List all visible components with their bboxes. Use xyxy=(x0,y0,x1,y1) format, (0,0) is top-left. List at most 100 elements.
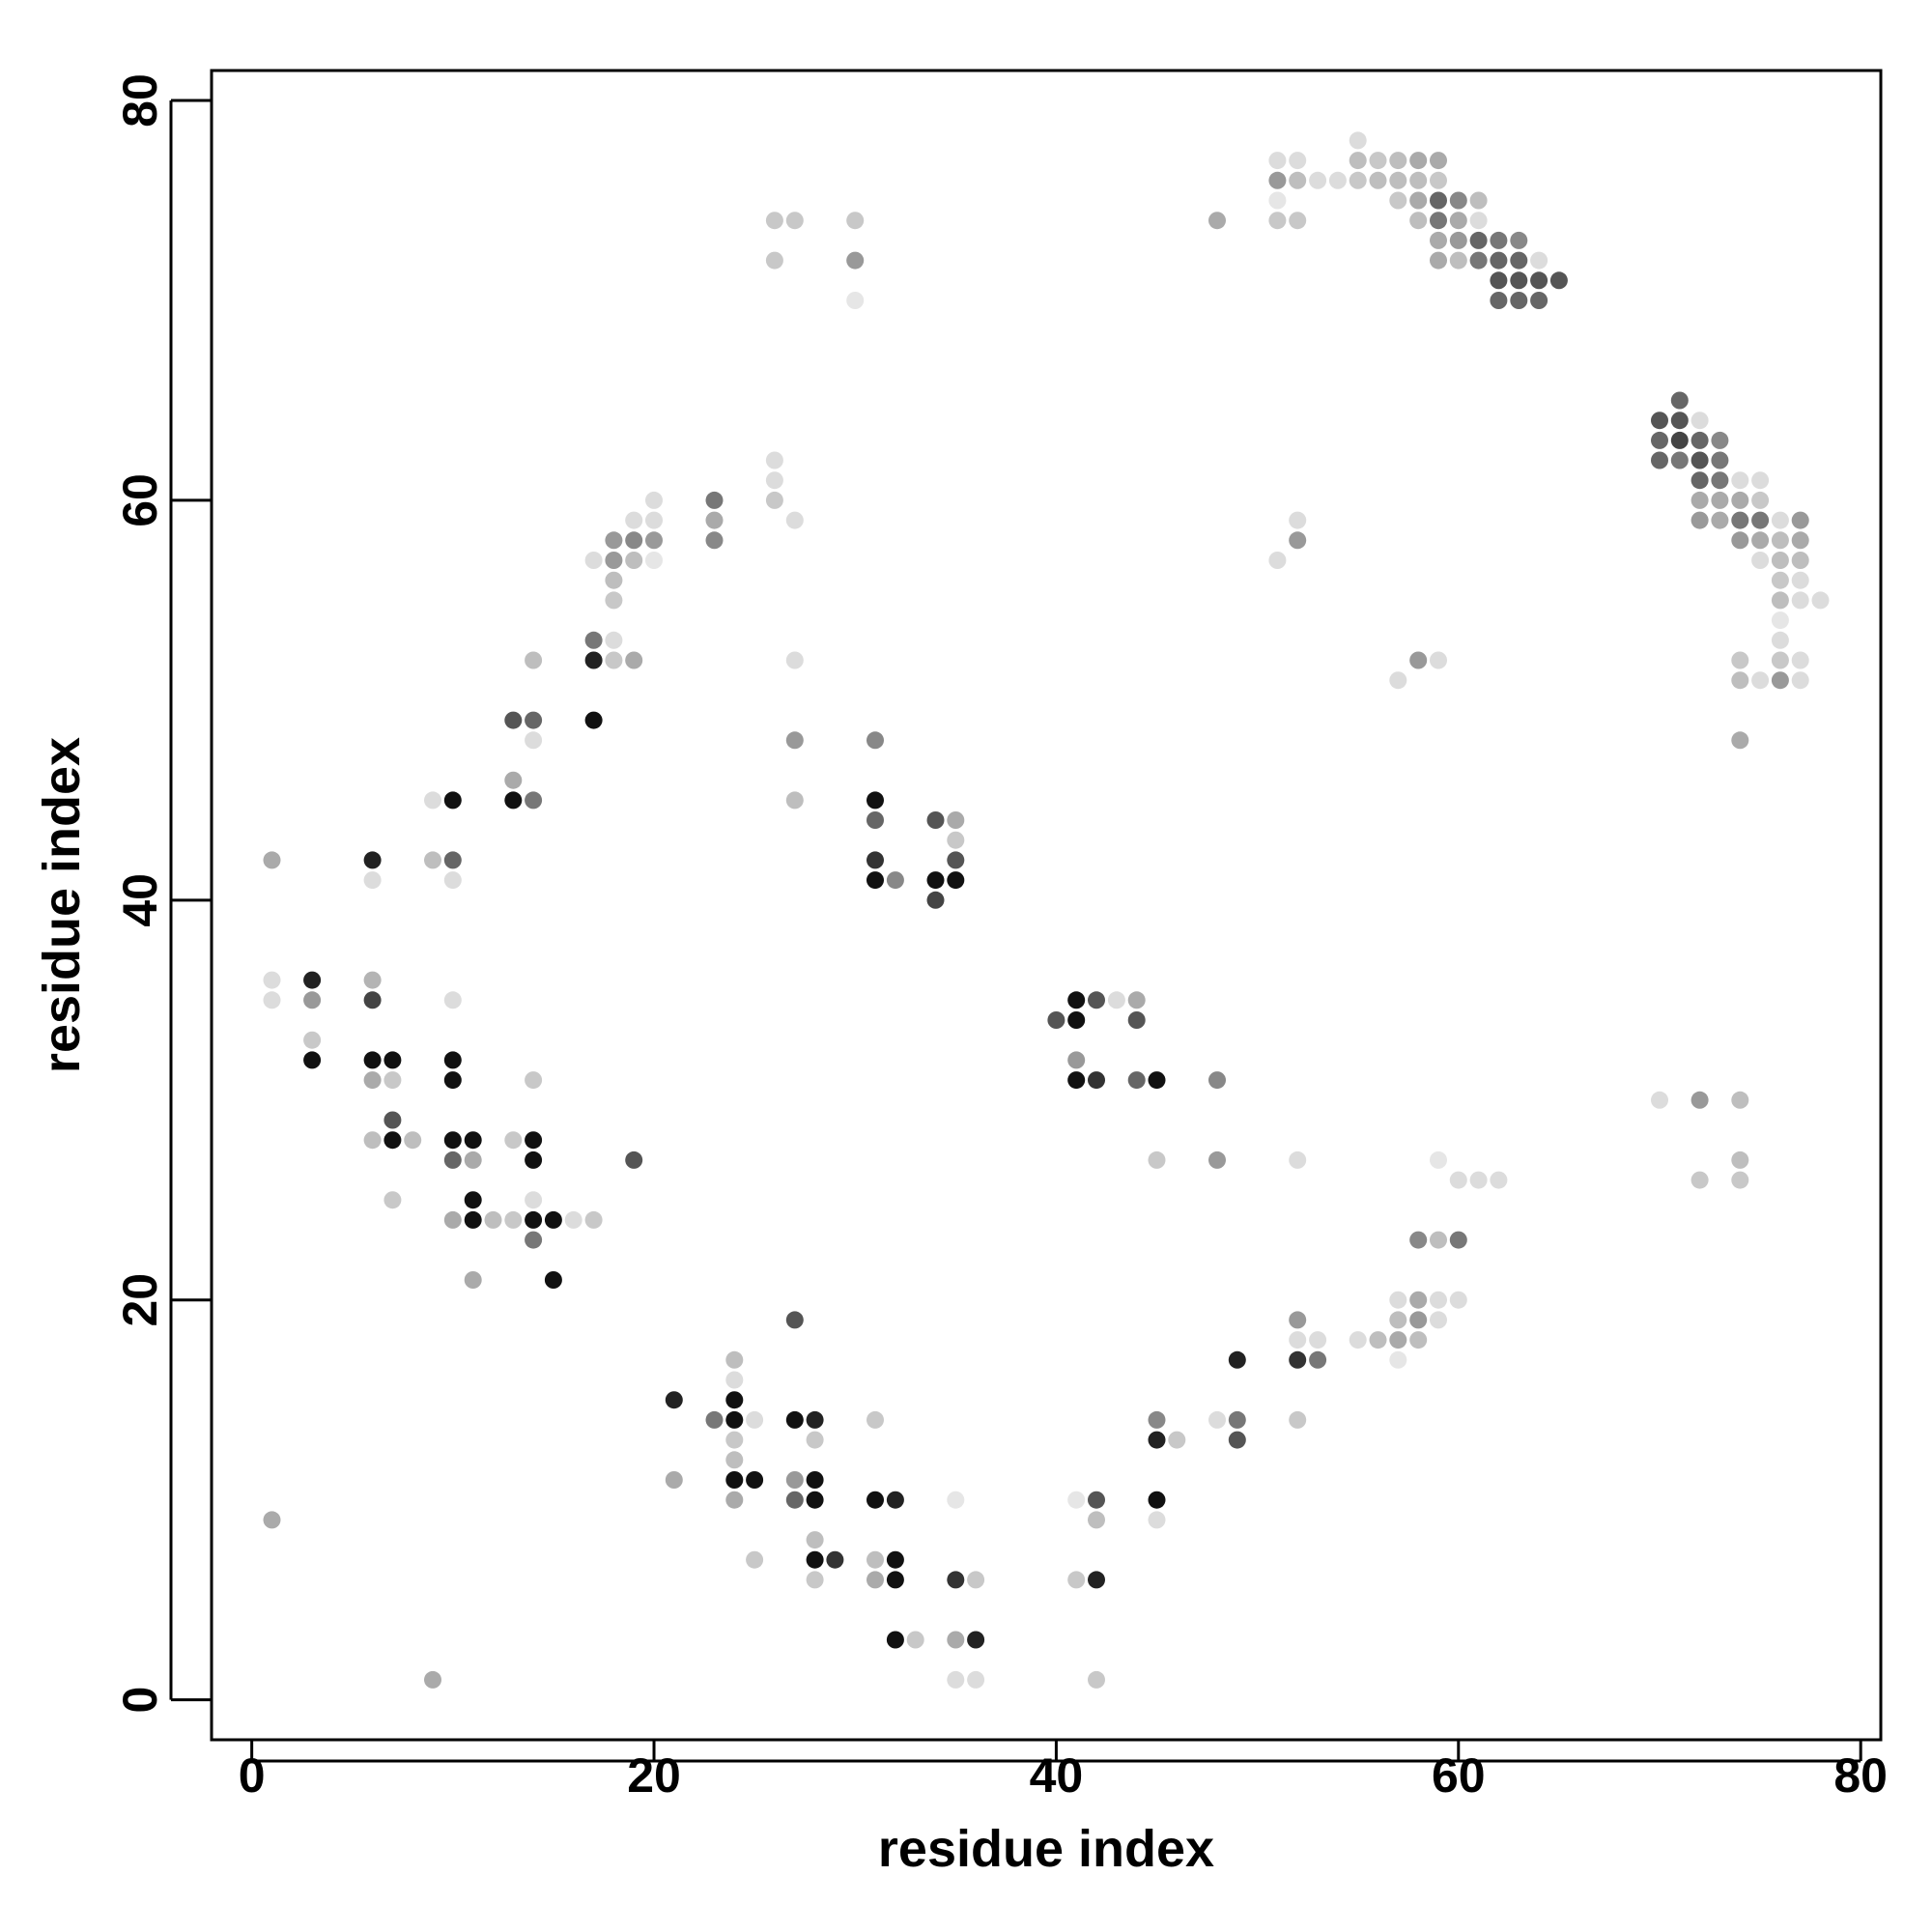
contact-point xyxy=(525,1151,543,1169)
contact-point xyxy=(363,991,382,1009)
contact-point xyxy=(525,711,543,729)
contact-point xyxy=(1430,1231,1447,1249)
contact-point xyxy=(1389,171,1407,189)
contact-point xyxy=(806,1531,824,1549)
contact-point xyxy=(544,1210,562,1229)
contact-point xyxy=(1409,212,1428,230)
contact-point xyxy=(1228,1350,1246,1369)
contact-point xyxy=(867,871,884,890)
contact-point xyxy=(785,791,804,810)
contact-point xyxy=(1449,1231,1467,1249)
contact-point xyxy=(1771,511,1789,529)
contact-point xyxy=(665,1471,683,1489)
contact-point xyxy=(665,1391,683,1409)
contact-point xyxy=(1148,1410,1166,1429)
contact-point xyxy=(1791,531,1809,550)
contact-point xyxy=(584,711,603,729)
contact-point xyxy=(1289,1350,1307,1369)
contact-point xyxy=(1690,451,1709,469)
contact-point xyxy=(504,771,523,789)
contact-point xyxy=(1409,1311,1428,1329)
contact-point xyxy=(443,991,462,1009)
contact-point xyxy=(645,552,663,569)
contact-point xyxy=(1690,412,1709,430)
contact-point xyxy=(806,1431,824,1449)
contact-point xyxy=(1811,591,1830,610)
contact-point xyxy=(584,1210,603,1229)
contact-point xyxy=(1731,491,1749,509)
contact-point xyxy=(443,851,462,869)
contact-point xyxy=(967,1670,985,1689)
contact-point xyxy=(1510,231,1528,249)
contact-point xyxy=(1791,511,1809,529)
contact-point xyxy=(1148,1431,1166,1449)
contact-point xyxy=(263,1511,281,1529)
contact-point xyxy=(263,851,281,869)
contact-point xyxy=(1389,1291,1407,1309)
contact-point xyxy=(263,991,281,1009)
contact-point xyxy=(504,1131,523,1150)
contact-point xyxy=(867,1410,884,1429)
contact-point xyxy=(725,1350,744,1369)
contact-point xyxy=(785,1471,804,1489)
contact-point xyxy=(1731,731,1749,750)
contact-point xyxy=(1651,412,1668,430)
y-tick-label: 60 xyxy=(113,473,167,527)
contact-point xyxy=(765,251,783,270)
contact-point xyxy=(1369,171,1387,189)
contact-point xyxy=(765,451,783,469)
contact-point xyxy=(1430,171,1447,189)
contact-point xyxy=(525,1071,543,1090)
contact-point xyxy=(947,811,965,829)
contact-point xyxy=(1469,1171,1488,1189)
plot-frame xyxy=(210,69,1883,1742)
contact-point xyxy=(363,1131,382,1150)
contact-point xyxy=(806,1491,824,1509)
contact-point xyxy=(1690,511,1709,529)
contact-point xyxy=(1389,152,1407,170)
contact-point xyxy=(1289,1311,1307,1329)
contact-point xyxy=(1409,1331,1428,1350)
contact-point xyxy=(725,1391,744,1409)
contact-point xyxy=(1771,591,1789,610)
contact-point xyxy=(1228,1410,1246,1429)
contact-point xyxy=(746,1471,764,1489)
contact-point xyxy=(1791,591,1809,610)
x-axis-label: residue index xyxy=(878,1820,1214,1878)
contact-point xyxy=(947,1631,965,1649)
contact-point xyxy=(785,731,804,750)
contact-point xyxy=(1409,1291,1428,1309)
contact-point xyxy=(525,1191,543,1209)
contact-point xyxy=(1349,131,1367,150)
contact-point xyxy=(1289,511,1307,529)
contact-point xyxy=(705,531,724,550)
contact-point xyxy=(947,1491,965,1509)
contact-point xyxy=(1469,191,1488,210)
contact-point xyxy=(1690,1171,1709,1189)
contact-point xyxy=(1751,511,1770,529)
contact-point xyxy=(1731,1091,1749,1109)
contact-point xyxy=(725,1410,744,1429)
x-tick-label: 20 xyxy=(627,1748,681,1803)
contact-point xyxy=(1309,1350,1327,1369)
contact-point xyxy=(1670,451,1689,469)
contact-point xyxy=(846,212,865,230)
contact-point xyxy=(1268,212,1287,230)
contact-point xyxy=(504,711,523,729)
y-tick-label: 40 xyxy=(113,873,167,927)
x-tick-label: 60 xyxy=(1432,1748,1486,1803)
contact-point xyxy=(1791,571,1809,589)
contact-point xyxy=(1088,1071,1105,1090)
contact-point xyxy=(1549,271,1568,290)
contact-point xyxy=(1309,1331,1327,1350)
contact-point xyxy=(725,1491,744,1509)
contact-point xyxy=(1349,1331,1367,1350)
contact-point xyxy=(384,1071,402,1090)
contact-point xyxy=(1449,231,1467,249)
y-tick-label: 0 xyxy=(113,1687,167,1714)
contact-point xyxy=(1530,271,1548,290)
contact-point xyxy=(765,491,783,509)
contact-point xyxy=(1449,1291,1467,1309)
contact-point xyxy=(1289,152,1307,170)
contact-point xyxy=(1469,212,1488,230)
